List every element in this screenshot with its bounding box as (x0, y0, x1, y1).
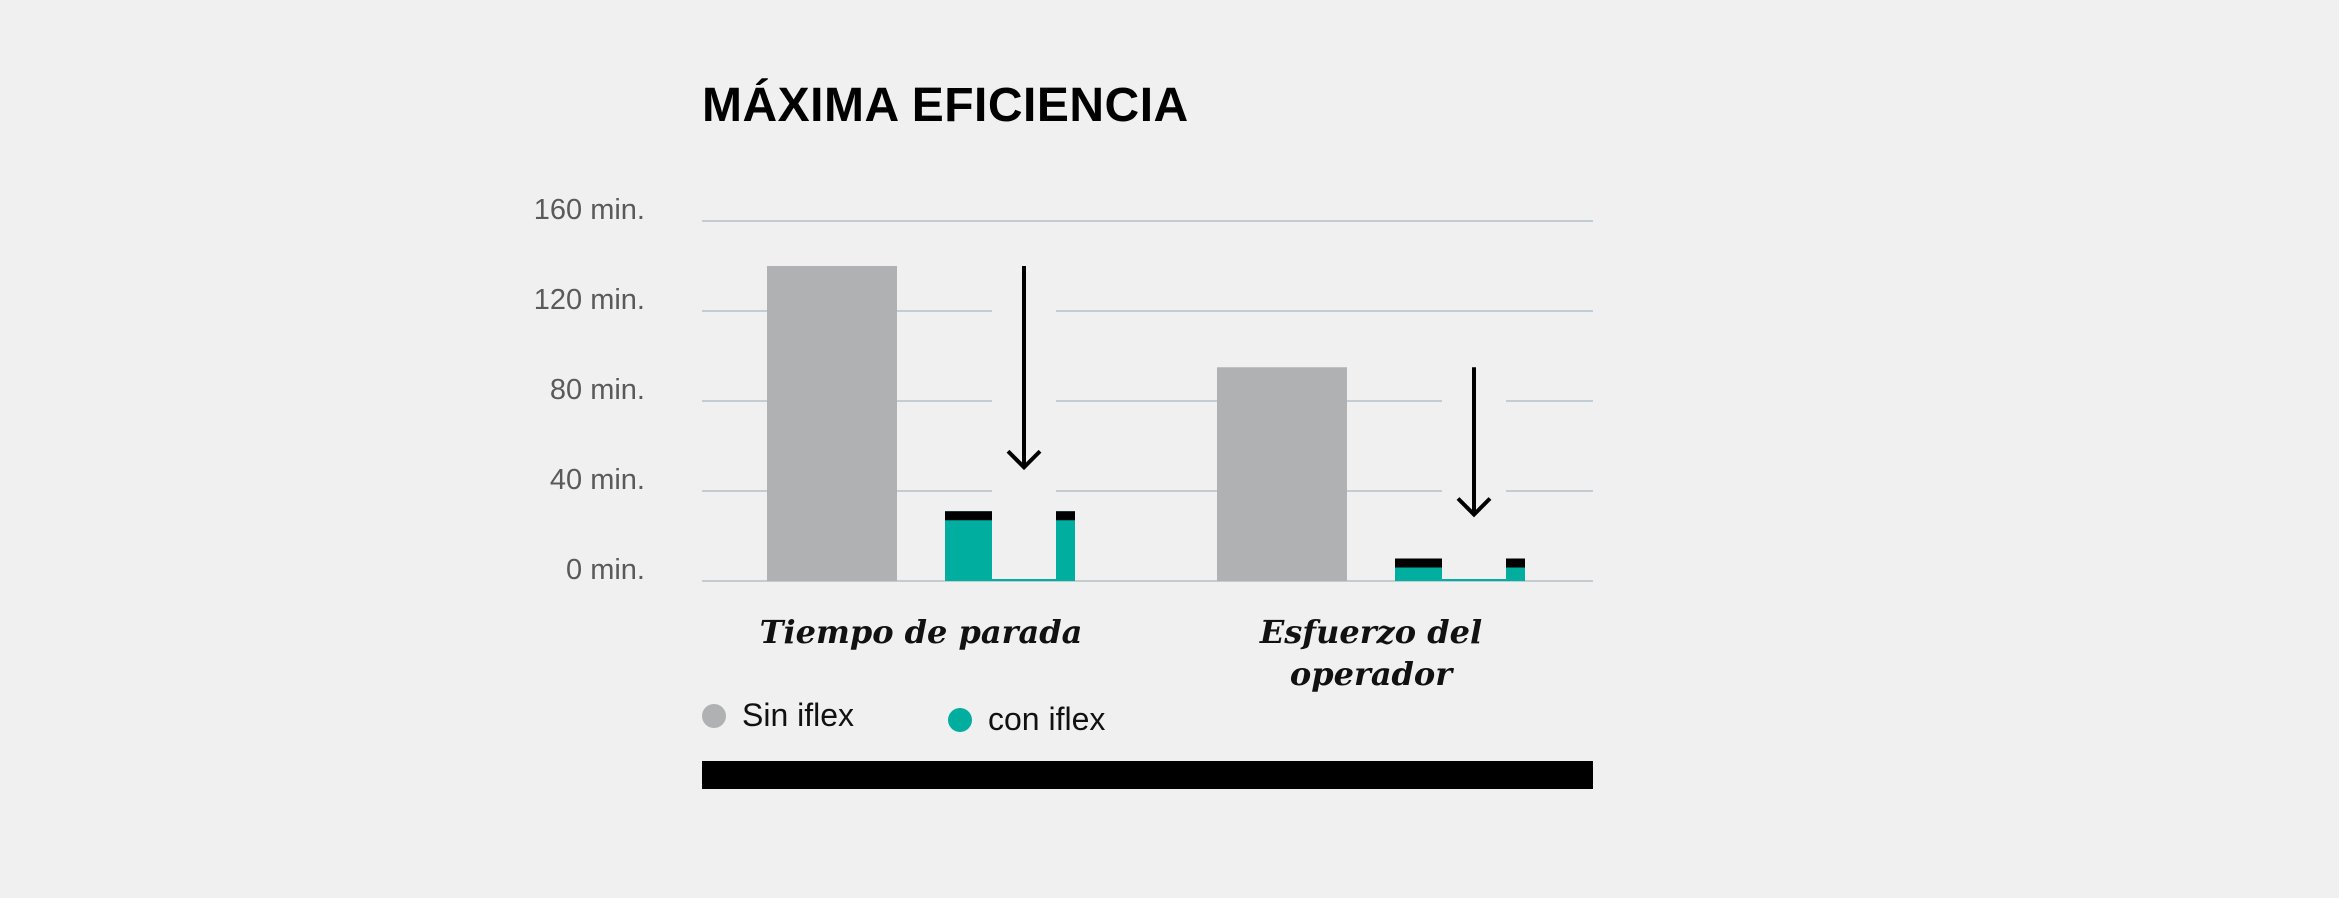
chart-title: MÁXIMA EFICIENCIA (702, 79, 1189, 132)
legend-item-sin-iflex: Sin iflex (702, 697, 854, 734)
x-category-label: Tiempo de parada (760, 613, 1083, 651)
legend-swatch-sin-iflex (702, 703, 726, 728)
footer-accent-bar (702, 761, 1593, 789)
legend-label-con-iflex: con iflex (988, 701, 1106, 737)
y-tick-label: 40 min. (550, 464, 645, 496)
y-tick-label: 120 min. (534, 284, 645, 316)
legend-label-sin-iflex: Sin iflex (742, 697, 855, 733)
legend-swatch-con-iflex (948, 707, 972, 732)
bar-sin-iflex (1217, 367, 1347, 581)
bar-sin-iflex (767, 266, 897, 581)
y-tick-label: 0 min. (566, 554, 645, 586)
legend-item-con-iflex: con iflex (948, 701, 1105, 738)
reduction-arrow-head (1456, 497, 1492, 518)
y-tick-label: 80 min. (550, 374, 645, 406)
x-category-label: operador (1290, 655, 1454, 693)
reduction-arrow-head (1006, 449, 1042, 471)
x-category-label: Esfuerzo del (1259, 613, 1482, 651)
y-tick-label: 160 min. (534, 194, 645, 226)
